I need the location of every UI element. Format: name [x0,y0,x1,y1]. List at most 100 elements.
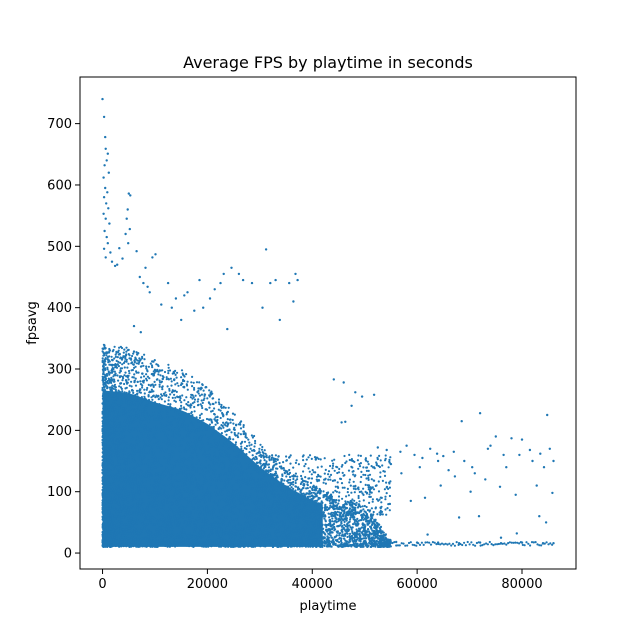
data-point [232,460,235,463]
data-point [207,535,210,538]
data-point [101,468,104,471]
data-point [124,491,127,494]
data-point [109,452,112,455]
data-point [125,401,128,404]
data-point [248,495,251,498]
data-point [112,424,115,427]
data-point [155,425,158,429]
data-point [130,499,133,502]
data-point [136,425,139,428]
data-point [102,450,105,454]
data-point [271,454,274,457]
data-point [104,482,107,485]
data-point [187,521,190,525]
data-point [142,375,146,378]
data-point [101,510,104,513]
data-point [315,499,319,502]
data-point [202,517,205,521]
data-point [133,366,136,369]
data-point [166,501,169,504]
data-point [165,511,168,514]
data-point [109,520,112,523]
data-point [272,461,275,464]
data-point [249,497,252,500]
data-point [111,384,114,387]
data-point [179,507,182,510]
data-point [243,536,246,539]
data-point [256,470,259,473]
data-point [225,527,228,531]
data-point [145,377,148,380]
data-point [315,519,318,522]
data-point [205,408,209,411]
data-point [177,536,181,539]
data-point [239,523,242,527]
data-point [245,471,248,474]
data-point [106,487,109,490]
data-point [233,456,236,459]
data-point [252,481,255,484]
data-point [180,407,183,410]
data-point [274,460,277,463]
data-point [319,490,322,493]
data-point [261,514,264,518]
data-point [305,538,308,541]
data-point [226,410,229,413]
data-point [149,390,152,394]
data-point [204,424,207,427]
data-point [116,374,119,377]
data-point [252,536,255,539]
data-point [200,412,203,415]
data-point [110,457,113,460]
data-point [165,376,168,379]
data-point [196,482,199,485]
data-point [239,508,242,511]
data-point [105,354,108,357]
data-point [102,423,105,426]
data-point [191,375,194,378]
data-point [286,525,289,528]
data-point [136,380,139,383]
data-point [206,545,209,548]
data-point [313,514,316,517]
data-point [180,401,183,404]
data-point [201,401,204,404]
data-point [140,376,143,379]
data-point [195,431,198,434]
data-point [156,459,159,462]
data-point [235,449,238,452]
data-point [146,462,149,466]
data-point [209,478,212,481]
data-point [107,423,110,427]
data-point [187,457,190,460]
data-point [246,527,249,530]
data-point [348,520,351,523]
data-point [215,493,218,497]
data-point [129,461,132,464]
data-point [200,399,203,402]
data-point [195,443,198,446]
data-point [202,398,205,402]
data-point [137,441,140,444]
data-point [309,534,312,537]
data-point [213,508,216,511]
data-point [120,457,123,460]
data-point [120,474,123,477]
data-point [116,508,119,511]
data-point [261,534,264,537]
data-point [177,444,181,447]
data-point [185,468,188,471]
data-point [225,433,228,436]
data-point [221,435,224,438]
data-point [188,436,191,439]
data-point [239,478,243,481]
data-point [206,527,209,530]
data-point [220,403,223,407]
data-point [205,510,208,513]
data-point [309,505,312,508]
data-point [214,437,217,440]
data-point [162,521,165,524]
data-point [212,425,215,428]
data-point [242,479,245,482]
